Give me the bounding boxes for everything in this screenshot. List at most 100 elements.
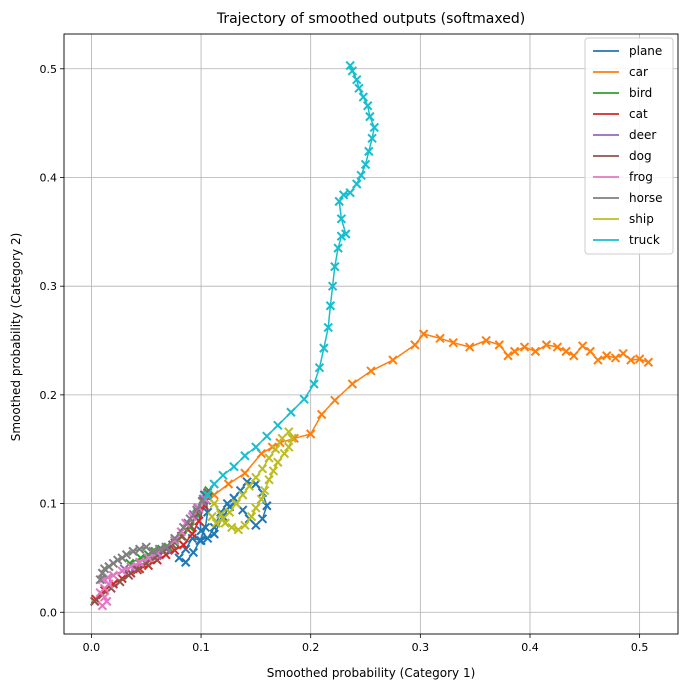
- series-horse: [95, 490, 212, 585]
- y-axis-label: Smoothed probability (Category 2): [9, 233, 23, 442]
- data-point-marker: [256, 494, 267, 504]
- data-point-marker: [593, 355, 603, 365]
- data-point-marker: [251, 472, 261, 483]
- data-point-marker: [251, 442, 261, 452]
- legend-label: truck: [629, 233, 660, 247]
- data-point-marker: [334, 196, 344, 207]
- data-point-marker: [327, 281, 338, 291]
- x-tick-label: 0.2: [302, 641, 320, 654]
- data-point-marker: [365, 111, 375, 122]
- legend-label: horse: [629, 191, 663, 205]
- data-point-marker: [352, 74, 362, 85]
- data-point-marker: [178, 522, 189, 533]
- legend-label: dog: [629, 149, 652, 163]
- data-point-marker: [309, 379, 319, 389]
- data-point-marker: [345, 187, 355, 198]
- data-point-marker: [323, 322, 333, 333]
- data-point-marker: [128, 546, 138, 557]
- data-point-marker: [561, 346, 571, 357]
- grid: [64, 34, 678, 634]
- data-point-marker: [481, 335, 491, 346]
- data-point-marker: [347, 66, 358, 76]
- data-point-marker: [354, 83, 364, 94]
- data-point-marker: [233, 524, 244, 535]
- data-point-marker: [207, 511, 217, 522]
- data-point-marker: [299, 394, 309, 404]
- data-point-marker: [148, 546, 158, 557]
- data-point-marker: [264, 474, 274, 485]
- data-point-marker: [143, 553, 154, 563]
- data-point-marker: [356, 170, 366, 181]
- legend: plane car bird cat deer dog frog horse ship truck: [584, 37, 674, 255]
- data-point-marker: [319, 343, 329, 353]
- data-point-marker: [369, 122, 379, 133]
- data-point-marker: [314, 362, 325, 373]
- series-car: [209, 329, 654, 500]
- data-point-marker: [123, 570, 134, 581]
- data-point-marker: [552, 342, 563, 352]
- data-point-marker: [240, 451, 250, 461]
- data-point-marker: [202, 533, 213, 544]
- data-point-marker: [240, 520, 250, 531]
- data-point-marker: [264, 453, 274, 463]
- data-point-marker: [364, 146, 374, 157]
- data-point-marker: [626, 355, 636, 365]
- data-point-marker: [229, 461, 239, 472]
- x-tick-label: 0.1: [192, 641, 210, 654]
- x-tick-label: 0.5: [631, 641, 649, 654]
- data-point-marker: [134, 557, 145, 567]
- data-point-marker: [341, 229, 351, 239]
- data-point-marker: [223, 479, 234, 489]
- data-point-marker: [618, 348, 628, 359]
- data-point-marker: [325, 301, 336, 311]
- legend-label: ship: [629, 212, 654, 226]
- data-point-marker: [202, 490, 213, 500]
- data-point-marker: [352, 179, 362, 189]
- x-tick-label: 0.3: [412, 641, 430, 654]
- data-point-marker: [464, 342, 475, 352]
- data-point-marker: [418, 329, 429, 339]
- data-point-marker: [174, 553, 184, 563]
- data-point-marker: [503, 351, 513, 361]
- data-point-marker: [211, 518, 222, 528]
- data-point-marker: [448, 337, 458, 348]
- data-point-marker: [643, 357, 654, 367]
- data-point-marker: [218, 514, 228, 524]
- data-point-marker: [602, 351, 612, 361]
- data-point-marker: [262, 431, 272, 441]
- data-point-marker: [305, 429, 316, 439]
- legend-label: car: [629, 65, 648, 79]
- data-point-marker: [347, 379, 358, 389]
- data-point-marker: [178, 540, 189, 550]
- data-point-marker: [569, 351, 579, 361]
- data-point-marker: [338, 190, 349, 200]
- data-point-marker: [345, 60, 355, 71]
- series-ship: [202, 427, 297, 535]
- data-point-marker: [117, 566, 127, 576]
- data-point-marker: [585, 346, 595, 357]
- data-point-marker: [336, 214, 347, 224]
- data-point-marker: [277, 433, 287, 444]
- data-point-marker: [218, 470, 228, 481]
- x-axis-label: Smoothed probability (Category 1): [267, 666, 476, 680]
- data-point-marker: [195, 535, 205, 546]
- chart-title: Trajectory of smoothed outputs (softmaxe…: [216, 11, 525, 27]
- data-point-marker: [170, 533, 180, 544]
- data-point-marker: [273, 457, 283, 467]
- data-point-marker: [610, 353, 621, 363]
- data-point-marker: [126, 561, 136, 572]
- series-group: [89, 60, 654, 611]
- data-point-marker: [330, 261, 340, 272]
- legend-label: frog: [629, 170, 653, 184]
- data-point-marker: [577, 341, 588, 351]
- data-point-marker: [363, 101, 373, 111]
- data-point-marker: [634, 354, 645, 364]
- data-point-marker: [170, 535, 180, 546]
- data-point-marker: [240, 468, 250, 478]
- plot-area-frame: [63, 33, 679, 635]
- data-point-marker: [259, 485, 270, 496]
- series-truck: [202, 60, 379, 500]
- data-point-marker: [270, 444, 281, 454]
- data-point-marker: [227, 522, 237, 533]
- data-point-marker: [287, 433, 297, 444]
